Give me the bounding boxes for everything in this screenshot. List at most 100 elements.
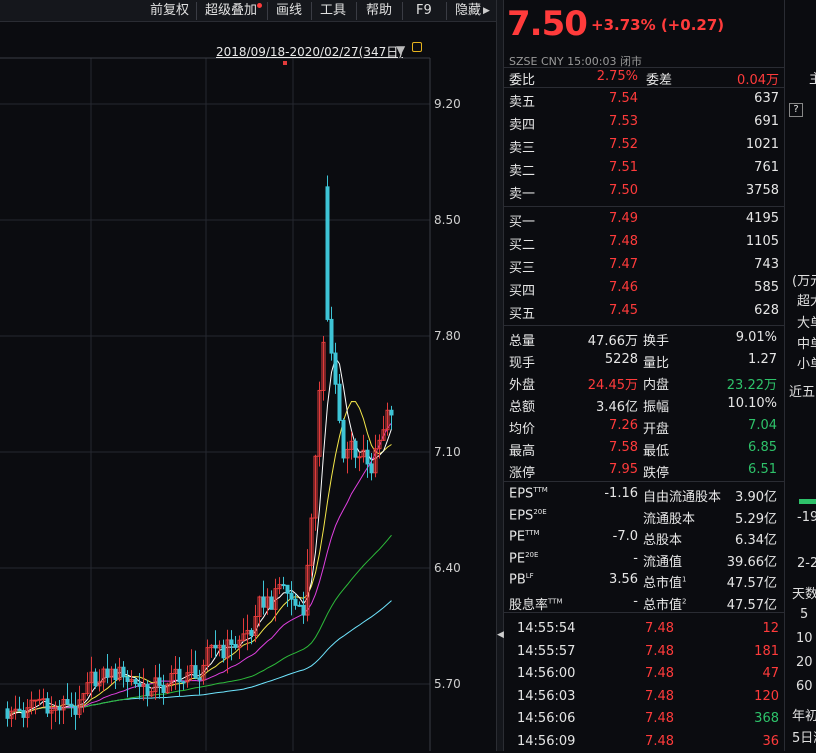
fundamental-label: 总股本 — [643, 529, 682, 548]
caret-right-icon[interactable]: ▶ — [483, 6, 490, 16]
stat-row: 均价 7.26 开盘 7.04 — [504, 415, 784, 437]
candle-body — [217, 644, 222, 649]
ask-price: 7.54 — [609, 91, 638, 106]
candle-body — [353, 440, 358, 458]
lock-icon[interactable] — [412, 42, 422, 52]
candle-body — [257, 596, 262, 617]
tick-price: 7.48 — [645, 688, 674, 704]
stat-value: 1.27 — [748, 352, 777, 367]
tick-volume: 36 — [762, 733, 779, 749]
fundamental-label-text: 流通值 — [643, 554, 683, 570]
bid-row[interactable]: 买五 7.45 628 — [504, 300, 784, 322]
candle-body — [89, 671, 94, 684]
toolbar-separator — [311, 2, 312, 20]
candle-body — [313, 455, 318, 519]
tick-row[interactable]: 14:56:03 7.48 120 — [504, 686, 784, 708]
fundamental-label-text: EPS — [509, 507, 534, 523]
candle-body — [197, 677, 202, 681]
date-range-label[interactable]: 2018/09/18-2020/02/27(347日) — [216, 45, 403, 59]
days-5[interactable]: 5 — [800, 607, 809, 622]
stat-label: 外盘 — [509, 378, 536, 393]
candle-body — [329, 318, 334, 354]
tick-row[interactable]: 14:55:57 7.48 181 — [504, 641, 784, 663]
fundamental-label-sup: TTM — [548, 597, 563, 606]
ask-volume: 761 — [754, 160, 779, 175]
candle-body — [261, 596, 266, 608]
toolbar-tools-button[interactable]: 工具 — [320, 3, 347, 18]
bid-row[interactable]: 买四 7.46 585 — [504, 277, 784, 299]
toolbar-draw-button[interactable]: 画线 — [276, 3, 303, 18]
near5-label: 近五 — [789, 385, 816, 400]
tick-row[interactable]: 14:55:54 7.48 12 — [504, 618, 784, 640]
days-10[interactable]: 10 — [796, 631, 813, 646]
fundamental-row: EPSTTM -1.16 自由流通股本 3.90亿 — [504, 483, 784, 505]
last-price: 7.50 — [507, 4, 588, 44]
toolbar-f9-button[interactable]: F9 — [416, 3, 432, 18]
fundamental-label: EPSTTM — [509, 486, 548, 501]
fundamental-row: PETTM -7.0 总股本 6.34亿 — [504, 526, 784, 548]
stat-value: 7.04 — [748, 418, 777, 433]
order-ratio-row: 委比 2.75% 委差 0.04万 — [504, 66, 784, 88]
flow-medium: 中单 — [797, 337, 816, 352]
bid-row[interactable]: 买三 7.47 743 — [504, 254, 784, 276]
toolbar-adjust-button[interactable]: 前复权 — [150, 3, 190, 18]
candle-body — [9, 710, 14, 719]
help-icon[interactable]: ? — [789, 103, 803, 117]
toolbar-separator — [402, 2, 403, 20]
divider-line — [504, 206, 784, 207]
ytd-label: 年初 — [792, 709, 816, 724]
chart-toolbar: 前复权 超级叠加 画线 工具 帮助 F9 隐藏 ▶ — [0, 0, 500, 22]
ask-row[interactable]: 卖四 7.53 691 — [504, 111, 784, 133]
candle-body — [77, 699, 82, 715]
stat-value: 7.26 — [609, 418, 638, 433]
toolbar-overlay-button[interactable]: 超级叠加 — [205, 3, 258, 18]
y-tick-label: 9.20 — [434, 97, 461, 111]
candle-body — [309, 517, 314, 566]
panel-divider[interactable]: ◀ — [496, 0, 504, 751]
ask-row[interactable]: 卖二 7.51 761 — [504, 157, 784, 179]
candle-body — [389, 409, 394, 416]
sliver-top-label: 主 — [809, 72, 816, 87]
candle-body — [297, 604, 302, 607]
ask-row[interactable]: 卖一 7.50 3758 — [504, 180, 784, 202]
candle-body — [305, 564, 310, 616]
tick-row[interactable]: 14:56:06 7.48 368 — [504, 708, 784, 730]
dropdown-triangle-icon[interactable]: ▼ — [396, 43, 406, 57]
fundamental-label-text: 自由流通股本 — [643, 490, 722, 505]
tick-row[interactable]: 14:56:09 7.48 36 — [504, 731, 784, 753]
tick-price: 7.48 — [645, 733, 674, 749]
right-side-panel: 主 ? (万元 超大 大单 中单 小单 近五 -19 2-2 天数 5 10 2… — [784, 0, 816, 751]
bid-row[interactable]: 买一 7.49 4195 — [504, 208, 784, 230]
stat-label: 最高 — [509, 444, 536, 459]
bid-row[interactable]: 买二 7.48 1105 — [504, 231, 784, 253]
stat-label: 振幅 — [643, 400, 670, 415]
toolbar-help-button[interactable]: 帮助 — [366, 3, 393, 18]
candlestick-chart[interactable] — [0, 22, 496, 751]
candle-body — [173, 668, 178, 675]
candle-body — [237, 639, 242, 648]
toolbar-hide-button[interactable]: 隐藏 — [455, 3, 482, 18]
tick-row[interactable]: 14:56:00 7.48 47 — [504, 663, 784, 685]
collapse-left-icon[interactable]: ◀ — [497, 630, 504, 640]
candle-body — [241, 633, 246, 641]
fundamental-value: 3.90亿 — [735, 490, 777, 505]
days-60[interactable]: 60 — [796, 679, 813, 694]
candle-body — [33, 699, 38, 702]
stat-label: 总量 — [509, 334, 536, 349]
ask-row[interactable]: 卖三 7.52 1021 — [504, 134, 784, 156]
candle-body — [325, 186, 330, 320]
days-20[interactable]: 20 — [796, 655, 813, 670]
toolbar-separator — [356, 2, 357, 20]
stat-value: 10.10% — [727, 396, 777, 411]
candle-body — [37, 698, 42, 701]
candle-body — [233, 644, 238, 648]
ask-row[interactable]: 卖五 7.54 637 — [504, 88, 784, 110]
tick-price: 7.48 — [645, 666, 674, 681]
candle-body — [137, 683, 142, 687]
fundamental-label: PETTM — [509, 529, 540, 544]
fundamental-row: EPS20E 流通股本 5.29亿 — [504, 505, 784, 527]
stat-row: 外盘 24.45万 内盘 23.22万 — [504, 371, 784, 393]
weibi-value: 2.75% — [596, 69, 638, 84]
candle-body — [5, 708, 10, 719]
bid-label: 买二 — [509, 238, 536, 253]
